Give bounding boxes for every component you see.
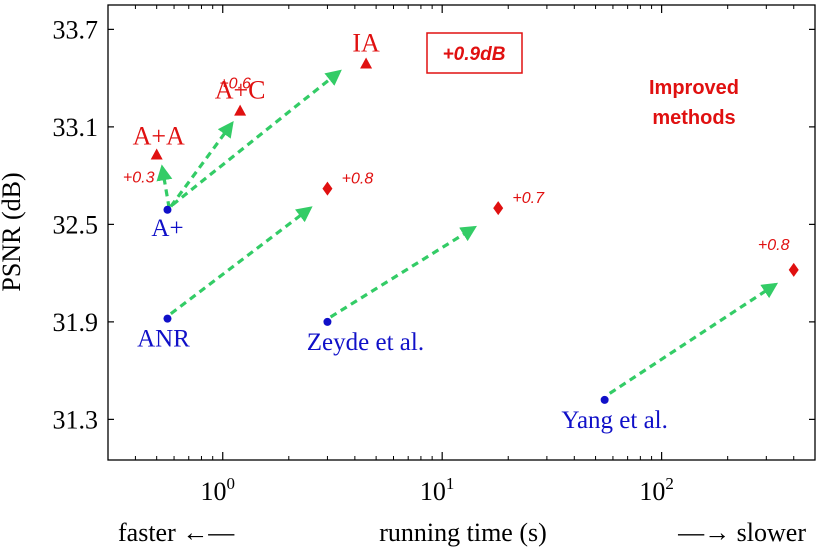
improved-methods-label-2: methods <box>652 107 735 129</box>
baseline-label: Yang et al. <box>561 407 667 434</box>
improvement-arrow <box>169 206 313 316</box>
plot-frame <box>107 4 816 461</box>
x-axis-label-slower: —→ slower <box>677 518 806 547</box>
baseline-label: A+ <box>151 215 183 242</box>
gain-label: +0.7 <box>512 190 545 207</box>
improved-point <box>322 181 333 196</box>
improvement-arrow <box>329 225 477 319</box>
improved-label: A+A <box>133 122 185 151</box>
x-axis-label: running time (s) <box>379 518 547 547</box>
y-tick-label: 33.7 <box>53 15 99 44</box>
baseline-label: Zeyde et al. <box>307 329 424 356</box>
x-axis-label-faster: faster ←— <box>118 518 235 547</box>
highlight-box <box>426 32 523 74</box>
improved-point <box>234 104 247 116</box>
improved-label: A+C <box>215 76 266 105</box>
highlight-box-text: +0.9dB <box>443 44 506 65</box>
y-tick-label: 33.1 <box>53 113 99 142</box>
y-axis-label: PSNR (dB) <box>0 172 26 291</box>
gain-label: +0.3 <box>123 170 155 187</box>
baseline-point <box>163 205 172 214</box>
baseline-point <box>600 395 609 404</box>
improved-point <box>493 201 504 216</box>
y-tick-label: 32.5 <box>53 210 99 239</box>
improved-point <box>150 148 163 160</box>
improved-label: IA <box>352 29 380 58</box>
x-tick-label: 102 <box>639 474 674 506</box>
improvement-arrow <box>169 121 234 208</box>
y-tick-label: 31.3 <box>53 405 99 434</box>
baseline-point <box>163 314 172 323</box>
improved-methods-label: Improved <box>649 77 739 99</box>
improvement-arrow <box>608 282 779 395</box>
baseline-point <box>323 317 332 326</box>
gain-label: +0.8 <box>758 237 790 254</box>
baseline-label: ANR <box>137 326 190 353</box>
improvement-arrow <box>156 164 173 209</box>
y-tick-label: 31.9 <box>53 308 99 337</box>
x-tick-label: 100 <box>200 474 235 506</box>
gain-label: +0.6 <box>219 76 251 93</box>
improved-point <box>788 262 799 277</box>
gain-label: +0.8 <box>342 171 374 188</box>
x-tick-label: 101 <box>420 474 455 506</box>
improved-point <box>360 57 373 69</box>
